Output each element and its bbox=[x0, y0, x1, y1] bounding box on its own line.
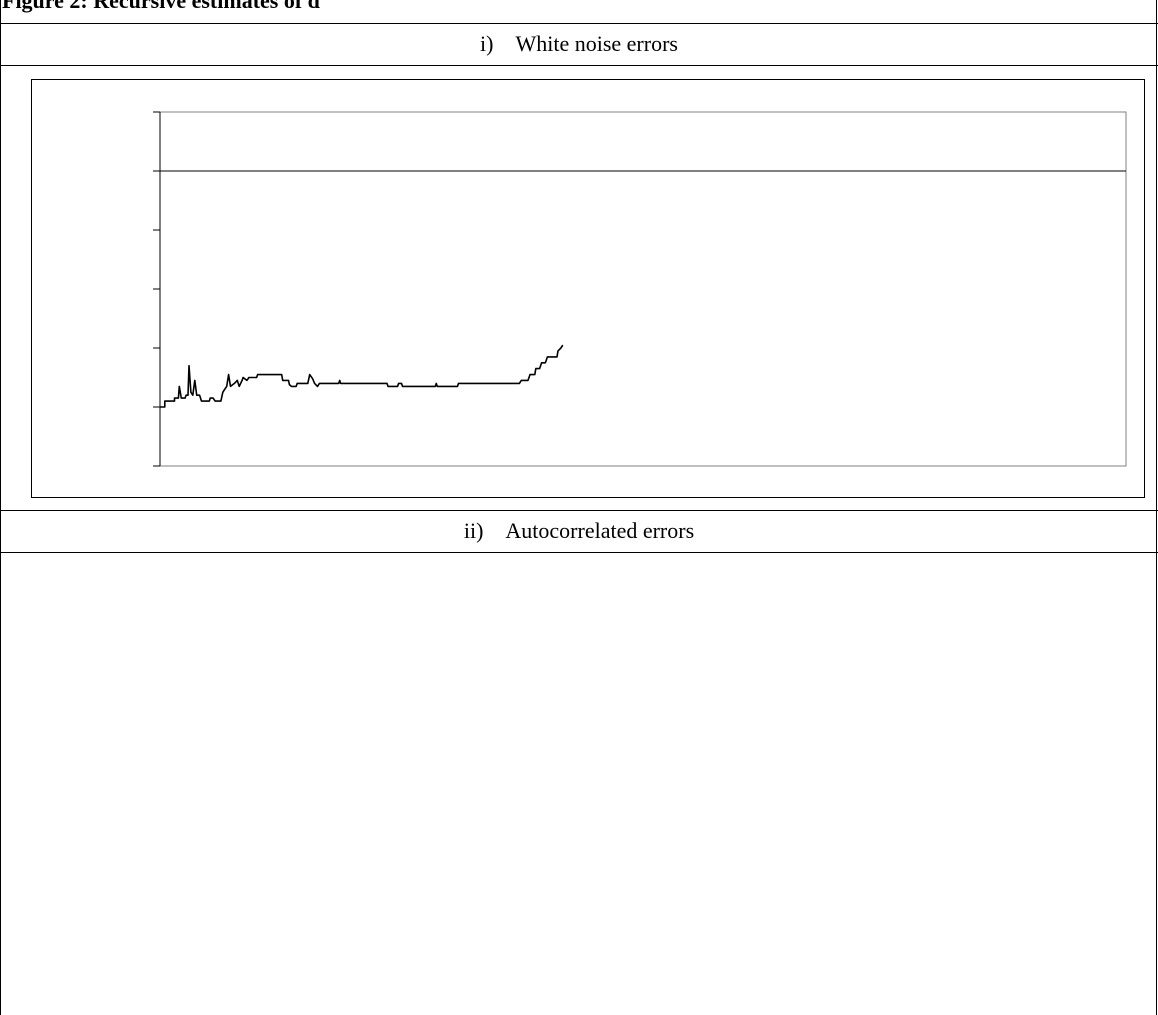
chart-area-ii bbox=[0, 553, 1158, 1015]
table-rule-top bbox=[0, 23, 1158, 24]
figure-title: Figure 2: Recursive estimates of d bbox=[2, 0, 320, 13]
plot-area bbox=[159, 111, 1127, 467]
table-rule-1 bbox=[0, 65, 1158, 66]
panel-number-ii: ii) bbox=[463, 518, 484, 543]
table-rule-2 bbox=[0, 510, 1158, 511]
panel-title-i: White noise errors bbox=[515, 31, 678, 56]
chart-area-i bbox=[31, 79, 1145, 498]
panel-label-ii: ii) Autocorrelated errors bbox=[0, 511, 1158, 551]
panel-title-ii: Autocorrelated errors bbox=[505, 518, 695, 543]
panel-label-i: i) White noise errors bbox=[0, 24, 1158, 64]
table-rule-3 bbox=[0, 552, 1158, 553]
series-line-0 bbox=[160, 344, 564, 408]
panel-number-i: i) bbox=[480, 31, 494, 56]
